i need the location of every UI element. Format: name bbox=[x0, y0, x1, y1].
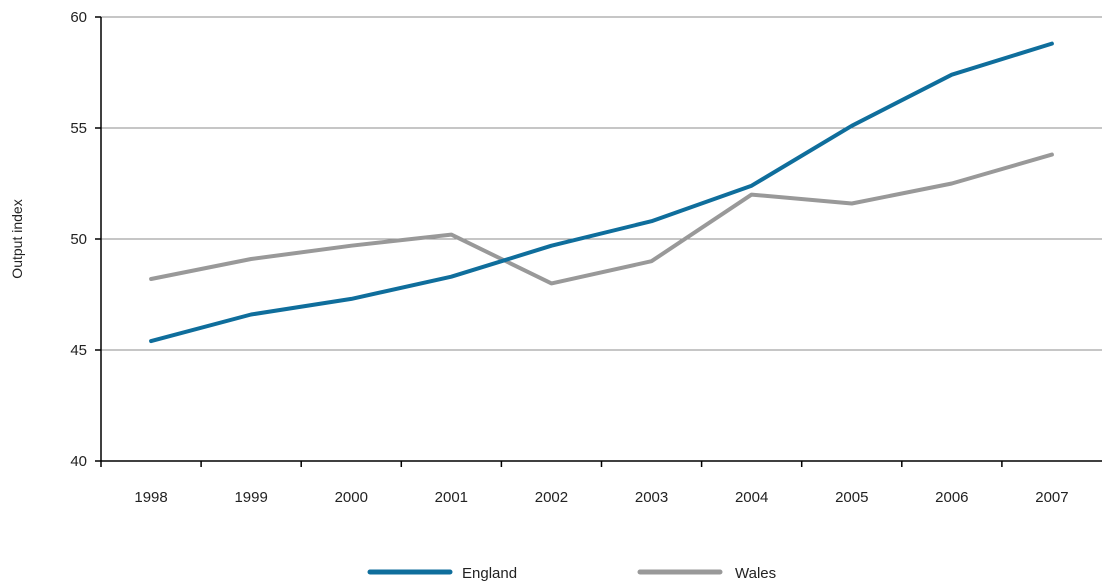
series-lines bbox=[149, 41, 1054, 344]
y-axis-ticks: 40 45 50 55 60 bbox=[70, 9, 101, 470]
x-tick-label-1999: 1999 bbox=[234, 489, 267, 506]
legend-label-wales: Wales bbox=[735, 565, 776, 582]
y-tick-label: 50 bbox=[70, 231, 87, 248]
x-axis-ticks: 1998 1999 2000 2001 2002 2003 2004 2005 2006 2007 bbox=[100, 461, 1069, 506]
legend: England Wales bbox=[367, 565, 776, 582]
x-tick-label-2002: 2002 bbox=[535, 489, 568, 506]
x-tick-label-2000: 2000 bbox=[335, 489, 368, 506]
legend-label-england: England bbox=[462, 565, 517, 582]
y-axis-title: Output index bbox=[9, 199, 25, 278]
y-tick-label: 45 bbox=[70, 342, 87, 359]
x-tick-label-2007: 2007 bbox=[1035, 489, 1068, 506]
series-line-wales bbox=[149, 152, 1054, 286]
x-tick-label-2003: 2003 bbox=[635, 489, 668, 506]
x-tick-label-2005: 2005 bbox=[835, 489, 868, 506]
x-tick-label-2001: 2001 bbox=[435, 489, 468, 506]
x-tick-label-2004: 2004 bbox=[735, 489, 768, 506]
x-tick-label-2006: 2006 bbox=[935, 489, 968, 506]
y-tick-label: 60 bbox=[70, 9, 87, 26]
y-tick-label: 55 bbox=[70, 120, 87, 137]
x-tick-label-1998: 1998 bbox=[134, 489, 167, 506]
series-line-england bbox=[149, 41, 1054, 344]
y-tick-label: 40 bbox=[70, 453, 87, 470]
gridlines bbox=[101, 16, 1102, 351]
